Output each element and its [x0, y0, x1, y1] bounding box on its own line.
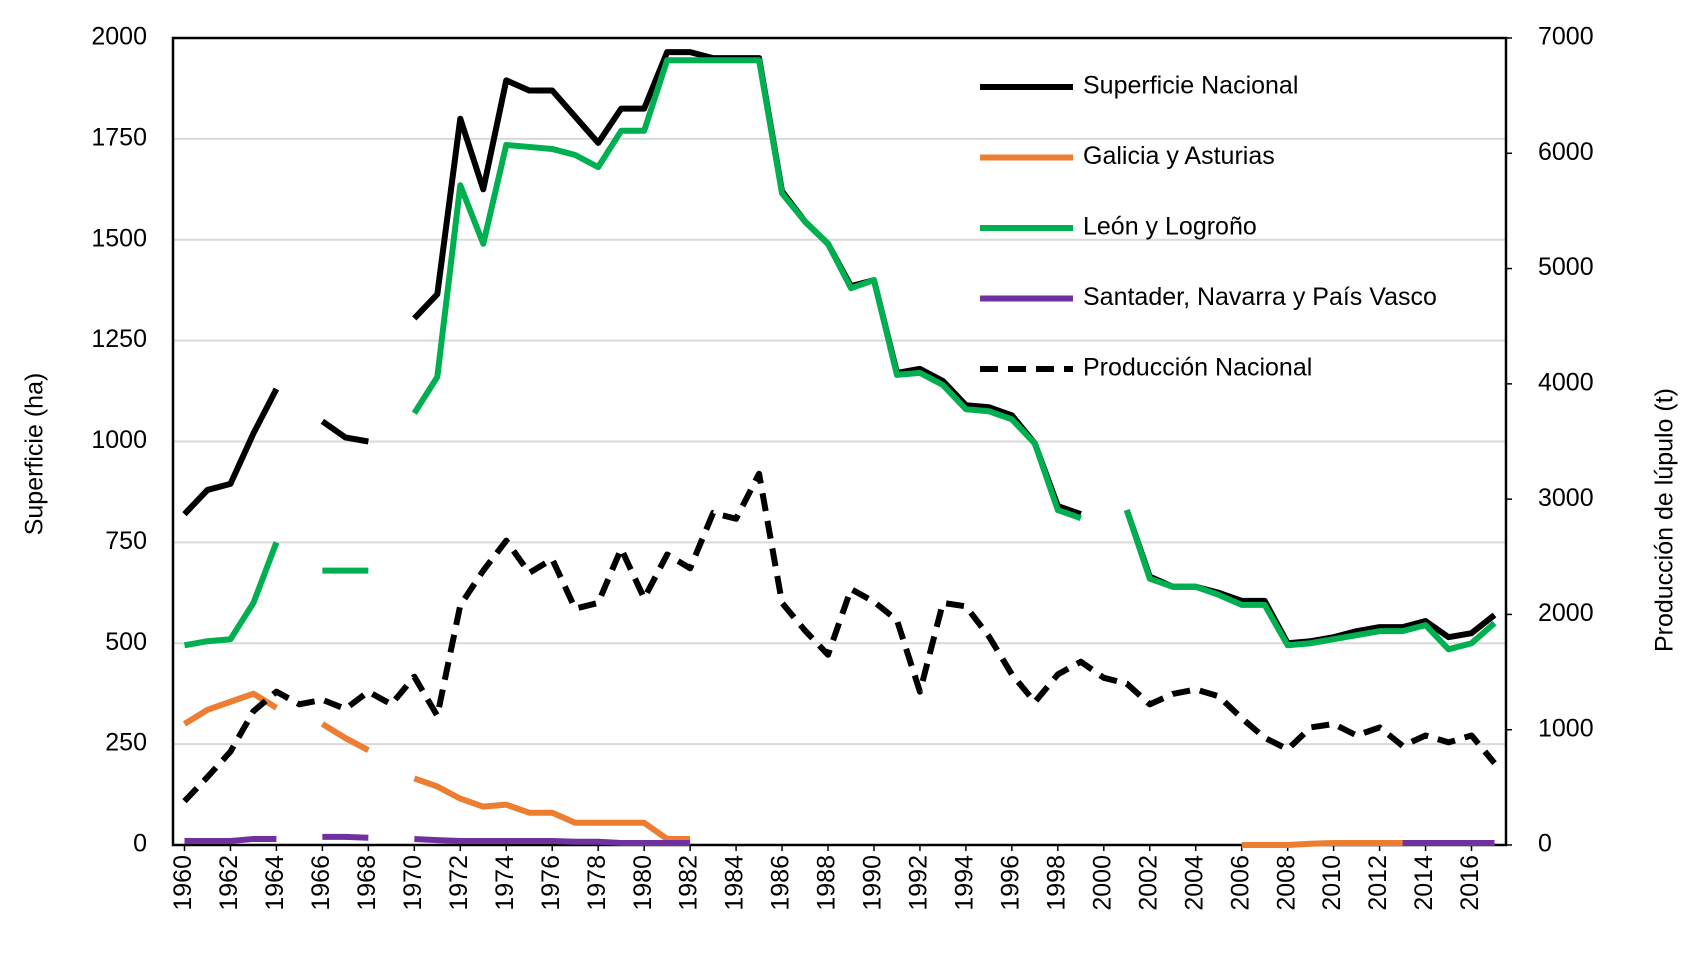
x-tick-label: 1960 — [169, 855, 197, 911]
x-tick-label: 1976 — [537, 855, 565, 911]
x-tick-label: 1964 — [261, 855, 289, 911]
y-tick-label: 750 — [105, 527, 147, 555]
x-tick-label: 2002 — [1134, 855, 1162, 911]
legend-label: Producción Nacional — [1083, 354, 1312, 382]
x-tick-label: 1980 — [629, 855, 657, 911]
y-tick-label: 1250 — [91, 325, 147, 353]
x-tick-label: 2004 — [1180, 855, 1208, 911]
x-tick-label: 1968 — [353, 855, 381, 911]
x-tick-label: 2010 — [1318, 855, 1346, 911]
x-tick-label: 1984 — [721, 855, 749, 911]
x-tick-label: 1992 — [905, 855, 933, 911]
y2-tick-label: 5000 — [1538, 253, 1594, 281]
x-tick-label: 2000 — [1088, 855, 1116, 911]
x-tick-label: 2012 — [1364, 855, 1392, 911]
x-tick-label: 1962 — [215, 855, 243, 911]
x-tick-label: 2006 — [1226, 855, 1254, 911]
series-line — [183, 57, 1497, 653]
x-tick-label: 1988 — [813, 855, 841, 911]
x-tick-label: 1982 — [675, 855, 703, 911]
x-tick-label: 1996 — [996, 855, 1024, 911]
x-tick-label: 1998 — [1042, 855, 1070, 911]
y-tick-label: 1000 — [91, 426, 147, 454]
x-tick-label: 2016 — [1456, 855, 1484, 911]
x-tick-label: 1978 — [583, 855, 611, 911]
y-tick-label: 250 — [105, 729, 147, 757]
series-line — [182, 690, 1403, 848]
x-tick-label: 1994 — [951, 855, 979, 911]
y2-tick-label: 6000 — [1538, 138, 1594, 166]
y-tick-label: 1750 — [91, 123, 147, 151]
y2-tick-label: 7000 — [1538, 23, 1594, 51]
y2-tick-label: 3000 — [1538, 484, 1594, 512]
x-tick-label: 2008 — [1272, 855, 1300, 911]
y-tick-label: 2000 — [91, 23, 147, 51]
legend-label: Superficie Nacional — [1083, 72, 1298, 100]
y-tick-label: 0 — [133, 830, 147, 858]
series-line — [182, 470, 1497, 804]
y-tick-label: 1500 — [91, 224, 147, 252]
series-line — [184, 833, 1495, 846]
x-tick-label: 1990 — [859, 855, 887, 911]
x-tick-label: 1970 — [399, 855, 427, 911]
series-line — [182, 49, 1497, 647]
y2-tick-label: 4000 — [1538, 368, 1594, 396]
legend-label: Galicia y Asturias — [1083, 142, 1275, 170]
plot-frame — [171, 36, 1508, 847]
x-tick-label: 1972 — [445, 855, 473, 911]
y2-axis-title: Producción de lúpulo (t) — [1651, 388, 1679, 652]
y-tick-label: 500 — [105, 628, 147, 656]
y2-tick-label: 2000 — [1538, 599, 1594, 627]
y2-tick-label: 1000 — [1538, 714, 1594, 742]
x-tick-label: 2014 — [1410, 855, 1438, 911]
x-tick-label: 1986 — [767, 855, 795, 911]
x-tick-label: 1966 — [307, 855, 335, 911]
y-axis-title: Superficie (ha) — [21, 373, 49, 536]
legend-label: León y Logroño — [1083, 213, 1257, 241]
x-tick-label: 1974 — [491, 855, 519, 911]
legend-label: Santader, Navarra y País Vasco — [1083, 283, 1437, 311]
y2-tick-label: 0 — [1538, 830, 1552, 858]
